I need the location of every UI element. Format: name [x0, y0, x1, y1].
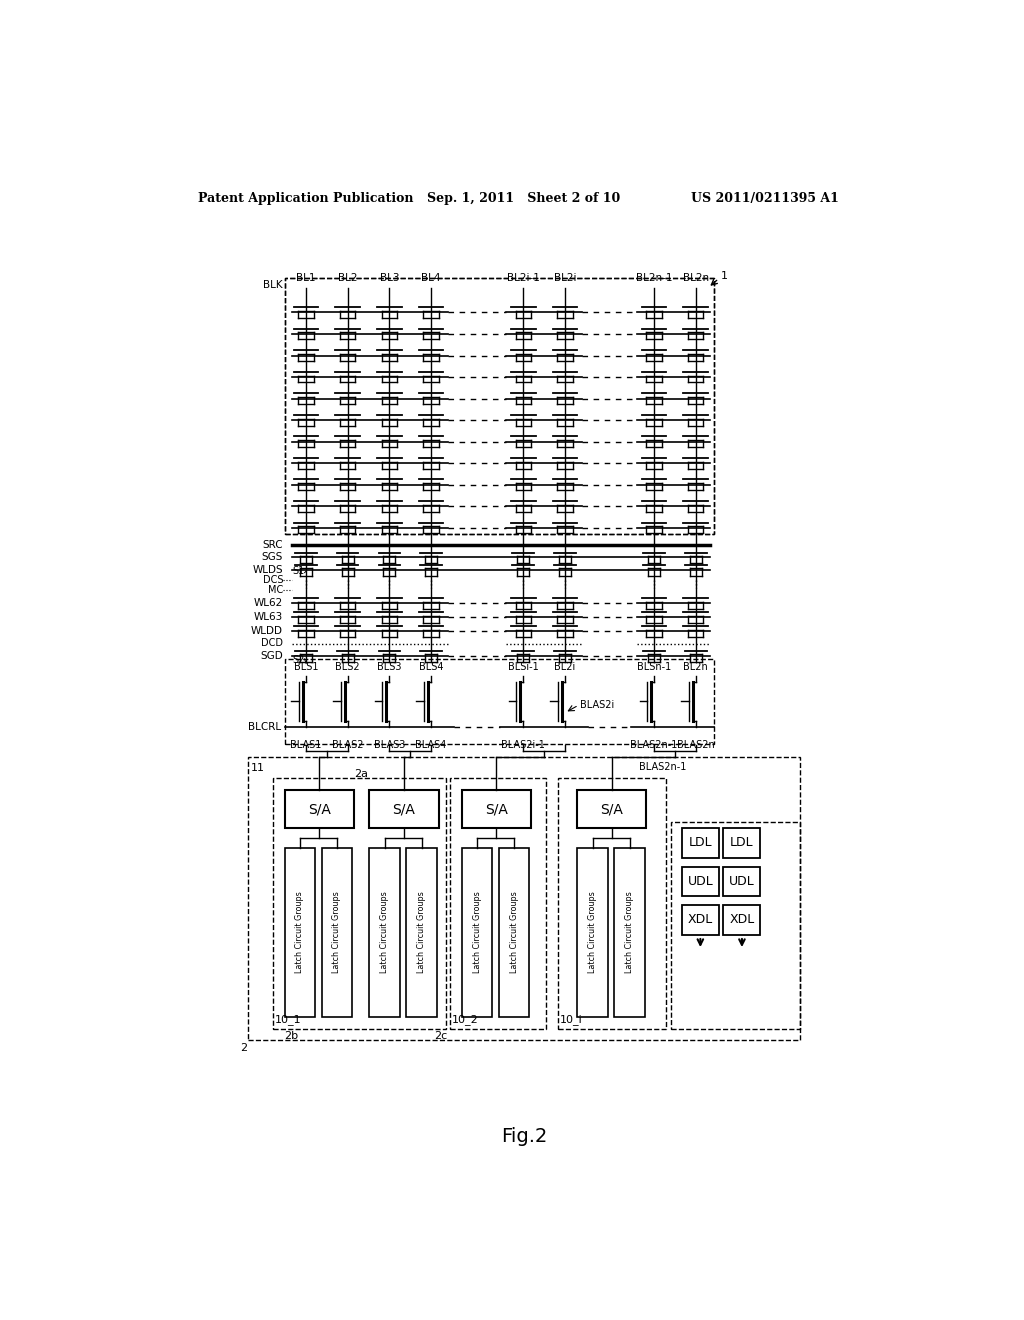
Text: 1: 1 — [721, 271, 728, 281]
Text: UDL: UDL — [687, 875, 714, 888]
Text: 10_2: 10_2 — [452, 1014, 478, 1024]
Text: 2: 2 — [240, 1043, 247, 1053]
Text: BLSn-1: BLSn-1 — [637, 661, 672, 672]
Bar — [499, 847, 529, 1016]
Bar — [724, 906, 761, 935]
Bar — [462, 789, 531, 829]
Text: LDL: LDL — [730, 837, 754, 850]
Text: BL4: BL4 — [421, 273, 440, 282]
Text: BLAS2n-1: BLAS2n-1 — [631, 741, 678, 750]
Text: BLK: BLK — [263, 280, 283, 290]
Text: BLAS4: BLAS4 — [415, 741, 446, 750]
Text: BLCRL: BLCRL — [249, 722, 282, 731]
Text: Latch Circuit Groups: Latch Circuit Groups — [588, 891, 597, 973]
Text: BLS1: BLS1 — [294, 661, 318, 672]
Text: BLAS2i-1: BLAS2i-1 — [502, 741, 545, 750]
Text: LDL: LDL — [688, 837, 712, 850]
Bar — [558, 779, 666, 1028]
Text: BL2i: BL2i — [554, 273, 577, 282]
Text: WL63: WL63 — [254, 612, 283, 622]
Text: WL62: WL62 — [254, 598, 283, 609]
Text: Latch Circuit Groups: Latch Circuit Groups — [625, 891, 634, 973]
Text: 10_1: 10_1 — [274, 1014, 301, 1024]
Text: BL2n-1: BL2n-1 — [636, 273, 673, 282]
Bar — [724, 829, 761, 858]
Text: BL2i: BL2i — [554, 661, 575, 672]
Text: Latch Circuit Groups: Latch Circuit Groups — [472, 891, 481, 973]
Text: BLAS1: BLAS1 — [291, 741, 322, 750]
Text: XDL: XDL — [729, 913, 755, 927]
Bar — [451, 779, 547, 1028]
Text: BLAS2i: BLAS2i — [581, 700, 614, 710]
Text: WLDS: WLDS — [252, 565, 283, 574]
Bar — [724, 867, 761, 896]
Text: DCS: DCS — [262, 576, 283, 585]
Text: S/A: S/A — [485, 803, 508, 816]
Text: US 2011/0211395 A1: US 2011/0211395 A1 — [691, 191, 839, 205]
Bar — [578, 789, 646, 829]
Text: MC: MC — [267, 585, 283, 594]
Bar — [407, 847, 437, 1016]
Text: BLS2: BLS2 — [336, 661, 360, 672]
Text: Latch Circuit Groups: Latch Circuit Groups — [333, 891, 341, 973]
Bar — [614, 847, 645, 1016]
Bar — [285, 659, 714, 743]
Bar — [248, 758, 801, 1040]
Text: S2: S2 — [292, 656, 304, 665]
Bar — [285, 847, 315, 1016]
Text: UDL: UDL — [729, 875, 755, 888]
Bar — [578, 847, 608, 1016]
Text: BL3: BL3 — [380, 273, 399, 282]
Bar — [370, 789, 438, 829]
Bar — [285, 277, 714, 535]
Bar — [273, 779, 446, 1028]
Text: WLDD: WLDD — [251, 626, 283, 636]
Bar — [322, 847, 352, 1016]
Text: BLS3: BLS3 — [377, 661, 401, 672]
Text: BL2n: BL2n — [683, 661, 709, 672]
Text: XDL: XDL — [688, 913, 713, 927]
Text: BL2: BL2 — [338, 273, 357, 282]
Text: 10_i: 10_i — [559, 1014, 583, 1024]
Text: 11: 11 — [251, 763, 264, 774]
Text: BL1: BL1 — [296, 273, 315, 282]
Text: BLSi-1: BLSi-1 — [508, 661, 539, 672]
Text: BL2n: BL2n — [683, 273, 709, 282]
Text: SGD: SGD — [260, 651, 283, 661]
Text: BLAS2n: BLAS2n — [677, 741, 715, 750]
Bar — [682, 829, 719, 858]
Text: BLAS2n-1: BLAS2n-1 — [639, 762, 686, 772]
Text: S/A: S/A — [308, 803, 331, 816]
Text: S/A: S/A — [600, 803, 624, 816]
Text: SRC: SRC — [262, 540, 283, 550]
Text: DCD: DCD — [261, 639, 283, 648]
Text: 2c: 2c — [434, 1031, 447, 1041]
Bar — [671, 822, 801, 1028]
Bar — [370, 847, 400, 1016]
Text: SGS: SGS — [262, 552, 283, 562]
Text: 2b: 2b — [284, 1031, 298, 1041]
Text: Sep. 1, 2011   Sheet 2 of 10: Sep. 1, 2011 Sheet 2 of 10 — [427, 191, 621, 205]
Text: Latch Circuit Groups: Latch Circuit Groups — [296, 891, 304, 973]
Bar — [285, 277, 714, 535]
Text: BLS4: BLS4 — [419, 661, 443, 672]
Text: Fig.2: Fig.2 — [502, 1127, 548, 1146]
Text: 2a: 2a — [354, 770, 368, 779]
Text: BLAS3: BLAS3 — [374, 741, 404, 750]
Text: BLAS2: BLAS2 — [332, 741, 364, 750]
Bar — [682, 867, 719, 896]
Text: Patent Application Publication: Patent Application Publication — [199, 191, 414, 205]
Text: BL2i-1: BL2i-1 — [507, 273, 540, 282]
Text: S1: S1 — [292, 566, 304, 576]
Text: Latch Circuit Groups: Latch Circuit Groups — [380, 891, 389, 973]
Text: S/A: S/A — [392, 803, 416, 816]
Bar — [462, 847, 493, 1016]
Bar — [682, 906, 719, 935]
Bar — [285, 789, 354, 829]
Text: Latch Circuit Groups: Latch Circuit Groups — [417, 891, 426, 973]
Text: Latch Circuit Groups: Latch Circuit Groups — [510, 891, 518, 973]
